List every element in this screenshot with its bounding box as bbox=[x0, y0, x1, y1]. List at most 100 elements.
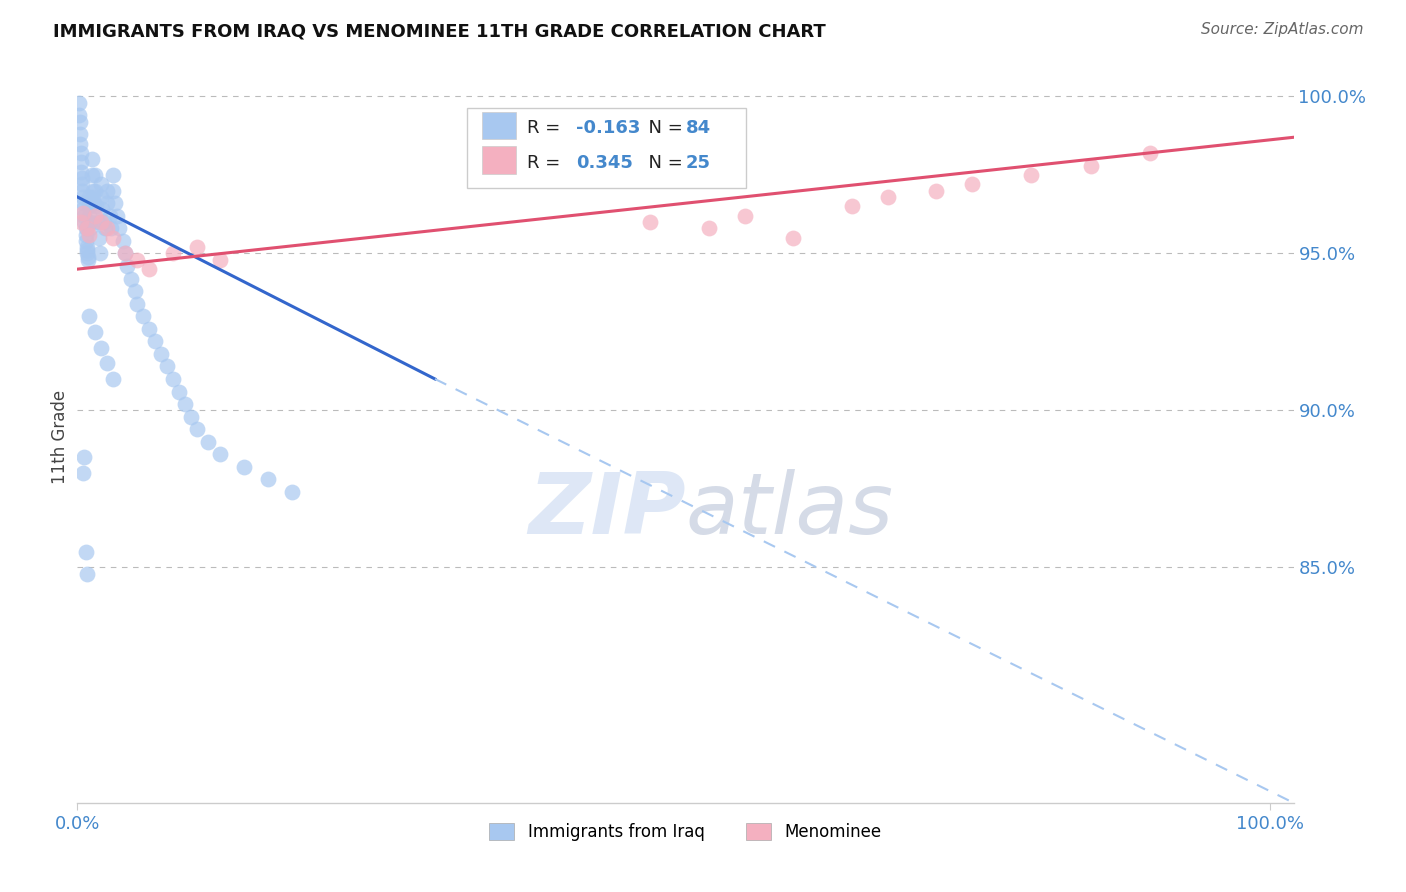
Point bbox=[73, 209, 96, 223]
Text: N =: N = bbox=[637, 153, 689, 172]
Point bbox=[77, 190, 100, 204]
Point bbox=[180, 409, 202, 424]
Point bbox=[82, 184, 104, 198]
Point bbox=[86, 215, 108, 229]
Point bbox=[75, 221, 97, 235]
Point bbox=[96, 356, 118, 370]
FancyBboxPatch shape bbox=[467, 108, 747, 188]
Point bbox=[93, 215, 115, 229]
Point bbox=[233, 459, 256, 474]
Point bbox=[75, 234, 97, 248]
Point bbox=[117, 259, 139, 273]
Point bbox=[87, 231, 110, 245]
Point bbox=[1139, 146, 1161, 161]
Point bbox=[209, 447, 232, 461]
Point bbox=[72, 205, 94, 219]
Point bbox=[143, 334, 166, 349]
Point bbox=[98, 209, 121, 223]
Point bbox=[75, 227, 97, 242]
Point bbox=[86, 199, 108, 213]
Text: R =: R = bbox=[527, 119, 567, 136]
Point bbox=[167, 384, 190, 399]
Point bbox=[76, 221, 98, 235]
Point bbox=[79, 215, 101, 229]
Point bbox=[186, 422, 208, 436]
Point bbox=[70, 171, 93, 186]
Point bbox=[72, 196, 94, 211]
Point bbox=[69, 136, 91, 151]
Point bbox=[149, 347, 172, 361]
Point bbox=[84, 209, 107, 223]
Point bbox=[76, 246, 98, 260]
Point bbox=[114, 246, 136, 260]
Point bbox=[124, 284, 146, 298]
Point bbox=[76, 244, 98, 258]
Text: atlas: atlas bbox=[686, 468, 893, 552]
Point bbox=[96, 221, 118, 235]
Text: 84: 84 bbox=[686, 119, 710, 136]
Point bbox=[104, 196, 127, 211]
Point bbox=[186, 240, 208, 254]
Point bbox=[1080, 159, 1102, 173]
Point bbox=[100, 221, 122, 235]
Point bbox=[77, 252, 100, 267]
Text: N =: N = bbox=[637, 119, 689, 136]
Point bbox=[72, 202, 94, 217]
Text: -0.163: -0.163 bbox=[576, 119, 640, 136]
Point bbox=[1019, 168, 1042, 182]
Point bbox=[72, 190, 94, 204]
Point bbox=[77, 227, 100, 242]
Point bbox=[77, 310, 100, 324]
Point bbox=[156, 359, 179, 374]
Point bbox=[89, 246, 111, 260]
Point bbox=[84, 168, 107, 182]
Point bbox=[96, 196, 118, 211]
Point bbox=[697, 221, 720, 235]
Point bbox=[173, 397, 195, 411]
Point bbox=[782, 231, 804, 245]
Point bbox=[84, 325, 107, 339]
Point bbox=[162, 246, 184, 260]
Point bbox=[77, 250, 100, 264]
Text: 0.345: 0.345 bbox=[576, 153, 633, 172]
Point bbox=[94, 221, 117, 235]
Point bbox=[83, 196, 105, 211]
Text: ZIP: ZIP bbox=[527, 468, 686, 552]
Point bbox=[70, 215, 93, 229]
Point bbox=[734, 209, 756, 223]
Point bbox=[91, 202, 114, 217]
Point bbox=[132, 310, 155, 324]
Point bbox=[76, 240, 98, 254]
Point bbox=[70, 146, 93, 161]
Point bbox=[105, 209, 128, 223]
Point bbox=[73, 215, 96, 229]
Point bbox=[101, 168, 124, 182]
Point bbox=[108, 221, 131, 235]
Legend: Immigrants from Iraq, Menominee: Immigrants from Iraq, Menominee bbox=[481, 814, 890, 849]
Point bbox=[90, 190, 112, 204]
Point bbox=[70, 184, 93, 198]
Text: Source: ZipAtlas.com: Source: ZipAtlas.com bbox=[1201, 22, 1364, 37]
Text: R =: R = bbox=[527, 153, 567, 172]
Point bbox=[90, 178, 112, 192]
Point bbox=[960, 178, 983, 192]
Point bbox=[96, 184, 118, 198]
Point bbox=[120, 271, 142, 285]
Point bbox=[77, 199, 100, 213]
Point bbox=[90, 215, 112, 229]
Point bbox=[125, 296, 148, 310]
Point bbox=[82, 190, 104, 204]
Point bbox=[80, 153, 103, 167]
Text: 25: 25 bbox=[686, 153, 710, 172]
Bar bbox=[482, 146, 516, 174]
Point bbox=[70, 178, 93, 192]
Point bbox=[638, 215, 661, 229]
Point bbox=[77, 209, 100, 223]
Point bbox=[80, 168, 103, 182]
Point bbox=[75, 544, 97, 558]
Point bbox=[114, 246, 136, 260]
Point bbox=[101, 184, 124, 198]
Point bbox=[70, 165, 93, 179]
Bar bbox=[482, 112, 516, 139]
Point bbox=[138, 262, 160, 277]
